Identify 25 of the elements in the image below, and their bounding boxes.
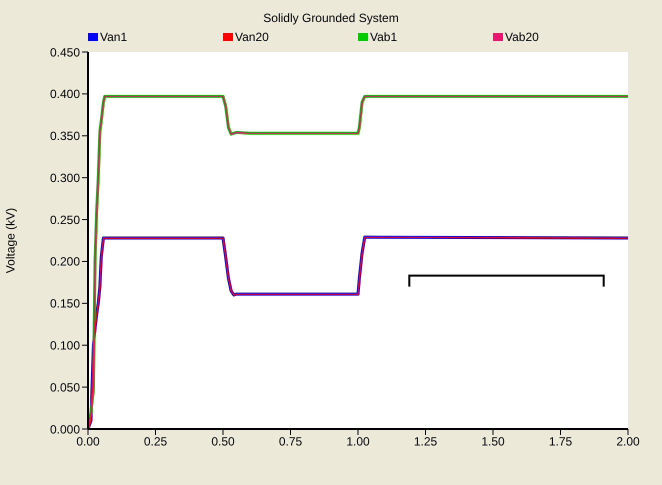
legend-label: Vab1 — [370, 30, 398, 44]
x-tick-label: 0.50 — [211, 434, 235, 449]
y-axis-title: Voltage (kV) — [3, 208, 18, 274]
x-tick-label: 2.00 — [616, 434, 640, 449]
y-tick-label: 0.350 — [50, 129, 80, 144]
y-tick-label: 0.000 — [50, 422, 80, 436]
y-tick-label: 0.300 — [50, 170, 80, 185]
y-tick-label: 0.150 — [50, 296, 80, 311]
x-tick-label: 0.25 — [144, 434, 168, 449]
y-tick-label: 0.050 — [50, 380, 80, 394]
y-tick-label: 0.250 — [50, 212, 80, 227]
x-tick-label: 0.00 — [76, 434, 100, 449]
legend-label: Van1 — [100, 30, 128, 44]
legend-label: Vab20 — [505, 30, 539, 44]
x-tick-label: 1.50 — [481, 434, 505, 449]
y-tick-label: 0.200 — [50, 254, 80, 269]
x-tick-label: 0.75 — [278, 434, 302, 449]
chart-title: Solidly Grounded System — [262, 11, 400, 25]
x-tick-label: 1.75 — [548, 434, 572, 449]
x-tick-label: 1.00 — [346, 434, 370, 449]
y-tick-label: 0.100 — [50, 338, 80, 352]
x-tick-label: 1.25 — [414, 434, 438, 449]
y-tick-label: 0.450 — [50, 45, 80, 60]
legend-label: Van20 — [235, 30, 269, 44]
y-tick-label: 0.400 — [50, 87, 80, 102]
